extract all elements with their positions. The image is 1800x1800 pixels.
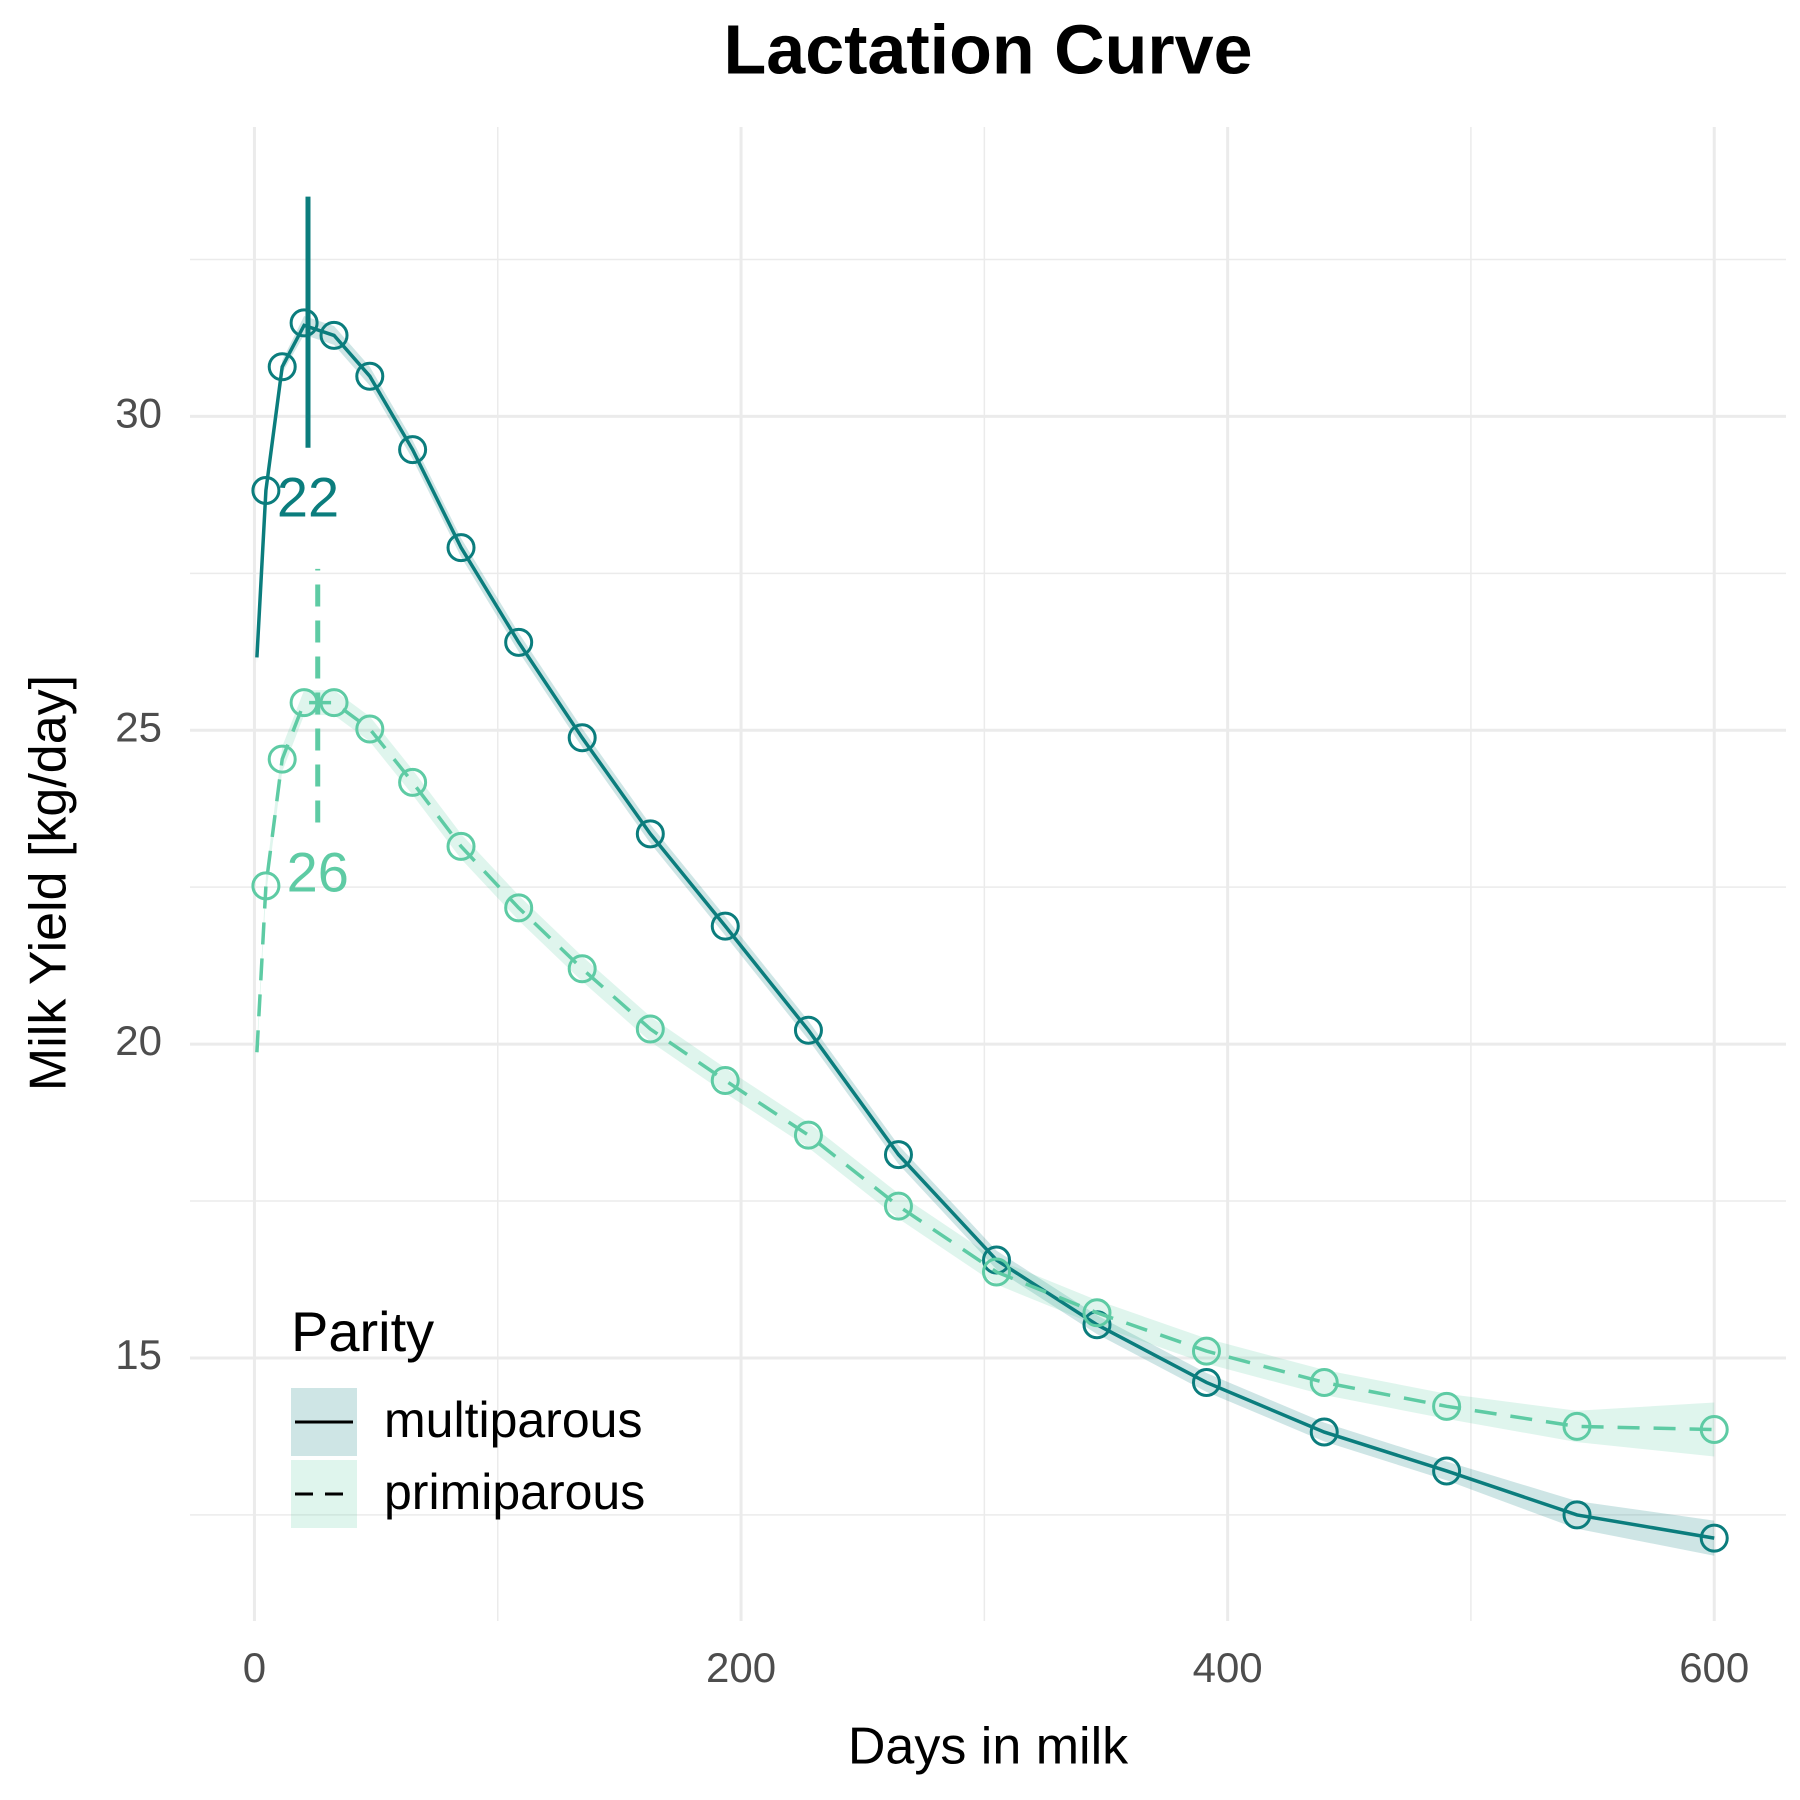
data-point xyxy=(504,627,534,657)
legend: Parity multiparous primiparous xyxy=(291,1300,645,1528)
data-point xyxy=(446,831,476,861)
chart-title: Lactation Curve xyxy=(724,10,1253,88)
data-point xyxy=(251,475,281,505)
x-tick-label: 600 xyxy=(1679,1644,1749,1691)
data-point xyxy=(355,714,385,744)
data-point xyxy=(1432,1456,1462,1486)
y-tick-label: 20 xyxy=(115,1017,162,1064)
data-point xyxy=(635,1014,665,1044)
data-point xyxy=(710,911,740,941)
peak-label: 22 xyxy=(277,466,339,529)
data-point xyxy=(1562,1500,1592,1530)
data-point xyxy=(567,954,597,984)
x-tick-label: 400 xyxy=(1193,1644,1263,1691)
data-point xyxy=(883,1140,913,1170)
data-point xyxy=(1082,1298,1112,1328)
x-tick-label: 0 xyxy=(243,1644,266,1691)
data-point xyxy=(793,1015,823,1045)
data-point xyxy=(1699,1523,1729,1553)
data-point xyxy=(355,361,385,391)
data-point xyxy=(1191,1336,1221,1366)
grid xyxy=(190,127,1786,1621)
legend-label: primiparous xyxy=(384,1464,645,1520)
data-point xyxy=(446,533,476,563)
data-point xyxy=(635,819,665,849)
data-point xyxy=(1699,1415,1729,1445)
data-point xyxy=(1309,1367,1339,1397)
data-point xyxy=(398,435,428,465)
data-point xyxy=(289,308,319,338)
x-axis-title: Days in milk xyxy=(848,1718,1129,1776)
data-point xyxy=(267,744,297,774)
data-point xyxy=(1432,1391,1462,1421)
legend-label: multiparous xyxy=(384,1392,642,1448)
data-point xyxy=(398,767,428,797)
y-tick-label: 25 xyxy=(115,703,162,750)
x-tick-label: 200 xyxy=(706,1644,776,1691)
data-point xyxy=(267,352,297,382)
y-axis-title: Milk Yield [kg/day] xyxy=(20,675,78,1091)
legend-title: Parity xyxy=(291,1300,434,1363)
data-point xyxy=(883,1191,913,1221)
data-point xyxy=(793,1120,823,1150)
data-point xyxy=(319,688,349,718)
y-tick-label: 30 xyxy=(115,389,162,436)
confidence-band xyxy=(256,690,1715,1457)
fit-line xyxy=(255,700,1715,1432)
data-point xyxy=(319,320,349,350)
data-point xyxy=(251,871,281,901)
fit-line xyxy=(255,323,1715,1540)
confidence-band xyxy=(256,315,1715,1556)
data-point xyxy=(567,723,597,753)
data-point xyxy=(1191,1367,1221,1397)
data-point xyxy=(1309,1417,1339,1447)
data-point xyxy=(504,893,534,923)
peak-label: 26 xyxy=(287,840,349,903)
data-point xyxy=(1562,1411,1592,1441)
y-tick-label: 15 xyxy=(115,1331,162,1378)
data-point xyxy=(710,1066,740,1096)
data-point xyxy=(982,1257,1012,1287)
